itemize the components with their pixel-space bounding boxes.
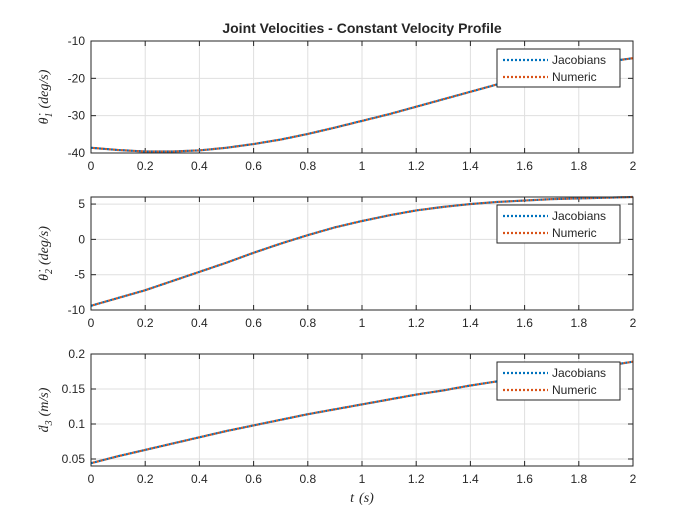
- legend: Jacobians Numeric: [496, 361, 621, 401]
- y-axis-label-unit: (deg/s): [37, 69, 52, 108]
- legend-label-jacobians: Jacobians: [552, 53, 606, 67]
- y-tick-label: -30: [68, 109, 86, 123]
- subplot-1: 0 0.2 0.4 0.6 0.8 1 1.2 1.4 1.6 1.8 2 -10 -20 -30 -40 J…: [37, 20, 637, 173]
- x-tick-label: 1.8: [570, 472, 587, 486]
- x-tick-label: 0.8: [299, 159, 316, 173]
- x-tick-label: 2: [630, 316, 637, 330]
- x-tick-label: 0.6: [245, 159, 262, 173]
- x-tick-label: 0: [88, 159, 95, 173]
- legend-box: [496, 204, 621, 244]
- y-axis-label-subscript: 1: [44, 113, 55, 118]
- x-tick-label: 1.8: [570, 159, 587, 173]
- x-tick-label: 1.8: [570, 316, 587, 330]
- x-tick-label: 0.2: [137, 316, 154, 330]
- y-axis-label-unit: (deg/s): [37, 226, 52, 265]
- x-tick-label: 0.2: [137, 472, 154, 486]
- legend-label-numeric: Numeric: [552, 226, 597, 240]
- x-tick-label: 0.4: [191, 316, 208, 330]
- y-tick-label: -40: [68, 146, 86, 160]
- subplot-3: 0 0.2 0.4 0.6 0.8 1 1.2 1.4 1.6 1.8 2 0.2 0.15 0.1 0.0…: [37, 347, 637, 506]
- y-tick-label: 0.1: [68, 417, 85, 431]
- legend: Jacobians Numeric: [496, 204, 621, 244]
- x-tick-label: 1.6: [516, 159, 533, 173]
- x-tick-label: 1.6: [516, 472, 533, 486]
- legend-label-jacobians: Jacobians: [552, 209, 606, 223]
- x-axis-label-symbol: t: [350, 491, 355, 506]
- subplot-2: 0 0.2 0.4 0.6 0.8 1 1.2 1.4 1.6 1.8 2 5 0 -5 -10 Jacobi…: [37, 195, 637, 330]
- legend-label-jacobians: Jacobians: [552, 366, 606, 380]
- y-axis-label: θ̇2 (deg/s): [37, 226, 55, 281]
- legend-label-numeric: Numeric: [552, 383, 597, 397]
- y-axis-label-symbol: θ̇: [37, 114, 52, 125]
- x-tick-label: 1.6: [516, 316, 533, 330]
- axes-box: [90, 40, 634, 154]
- x-tick-label: 0.6: [245, 316, 262, 330]
- x-tick-label: 1.2: [408, 472, 425, 486]
- series-line-numeric: [90, 195, 634, 307]
- x-axis-label: t (s): [350, 491, 374, 506]
- y-axis-label: θ̇1 (deg/s): [37, 69, 55, 124]
- y-axis-label: ḋ3 (m/s): [37, 387, 55, 432]
- x-tick-label: 0.8: [299, 472, 316, 486]
- x-tick-label: 0.4: [191, 159, 208, 173]
- y-tick-label: 0.05: [62, 452, 86, 466]
- y-tick-label: 0.2: [68, 347, 85, 361]
- legend: Jacobians Numeric: [496, 48, 621, 88]
- y-tick-label: -5: [74, 268, 85, 282]
- x-tick-label: 0.8: [299, 316, 316, 330]
- x-tick-label: 0.2: [137, 159, 154, 173]
- series-line-numeric: [90, 57, 634, 153]
- x-tick-label: 1: [359, 472, 366, 486]
- y-tick-label: -20: [68, 71, 86, 85]
- y-axis-label-subscript: 2: [44, 269, 55, 274]
- x-tick-label: 1.2: [408, 316, 425, 330]
- x-tick-label: 1: [359, 159, 366, 173]
- series-line-jacobians: [90, 195, 634, 307]
- y-tick-label: -10: [68, 303, 86, 317]
- x-tick-label: 2: [630, 159, 637, 173]
- y-axis-label-unit: (m/s): [37, 387, 52, 416]
- legend-box: [496, 48, 621, 88]
- y-tick-label: 5: [78, 197, 85, 211]
- x-axis-label-unit: (s): [359, 491, 374, 506]
- y-axis-label-subscript: 3: [44, 420, 55, 426]
- y-tick-label: 0.15: [62, 382, 86, 396]
- x-tick-label: 0.6: [245, 472, 262, 486]
- legend-box: [496, 361, 621, 401]
- y-tick-label: 0: [78, 232, 85, 246]
- x-tick-label: 0: [88, 472, 95, 486]
- y-axis-label-symbol: ḋ: [37, 424, 52, 432]
- x-tick-label: 1: [359, 316, 366, 330]
- y-tick-label: -10: [68, 34, 86, 48]
- x-tick-label: 1.4: [462, 472, 479, 486]
- chart-title: Joint Velocities - Constant Velocity Pro…: [222, 20, 502, 36]
- x-tick-label: 0: [88, 316, 95, 330]
- x-tick-label: 1.4: [462, 159, 479, 173]
- axes-box: [90, 353, 634, 467]
- axes-box: [90, 196, 634, 311]
- x-tick-label: 1.2: [408, 159, 425, 173]
- legend-label-numeric: Numeric: [552, 70, 597, 84]
- x-tick-label: 1.4: [462, 316, 479, 330]
- y-axis-label-symbol: θ̇: [37, 270, 52, 281]
- x-tick-label: 2: [630, 472, 637, 486]
- x-tick-label: 0.4: [191, 472, 208, 486]
